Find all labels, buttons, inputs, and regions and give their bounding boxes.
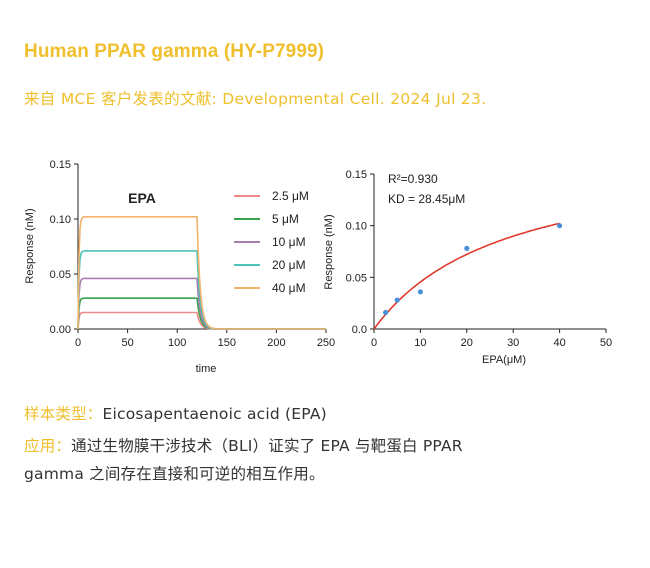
legend-label: 40 μM bbox=[272, 281, 306, 295]
data-point bbox=[394, 297, 400, 303]
x-tick-label: 10 bbox=[414, 337, 426, 349]
y-tick-label: 0.15 bbox=[50, 159, 71, 171]
r-squared-annotation: R²=0.930 bbox=[388, 172, 438, 186]
sensorgram-legend: 2.5 μM 5 μM 10 μM 20 μM 40 μM bbox=[234, 189, 309, 295]
legend-label: 10 μM bbox=[272, 235, 306, 249]
legend-label: 2.5 μM bbox=[272, 189, 309, 203]
y-tick-label: 0.15 bbox=[346, 169, 367, 181]
x-tick-label: 20 bbox=[461, 337, 473, 349]
x-tick-label: 40 bbox=[553, 337, 565, 349]
y-tick-label: 0.05 bbox=[50, 269, 71, 281]
sensorgram-axes: 0 50 100 150 200 250 0.00 0.05 0.10 0.15 bbox=[50, 159, 336, 349]
x-tick-label: 100 bbox=[168, 337, 186, 349]
x-tick-label: 250 bbox=[317, 337, 335, 349]
x-tick-label: 150 bbox=[218, 337, 236, 349]
sensorgram-y-label: Response (nM) bbox=[24, 208, 36, 283]
page-title: Human PPAR gamma (HY-P7999) bbox=[24, 41, 325, 62]
source-citation: 来自 MCE 客户发表的文献: Developmental Cell. 2024… bbox=[24, 90, 487, 108]
kd-annotation: KD = 28.45μM bbox=[388, 192, 465, 206]
legend-label: 5 μM bbox=[272, 212, 299, 226]
application-line: 应用：通过生物膜干涉技术（BLI）证实了 EPA 与靶蛋白 PPAR bbox=[24, 432, 463, 460]
application-line-2: gamma 之间存在直接和可逆的相互作用。 bbox=[24, 460, 325, 488]
data-point bbox=[417, 289, 423, 295]
steady-state-y-label: Response (nM) bbox=[323, 214, 335, 289]
series-line bbox=[77, 216, 326, 330]
sample-type-line: 样本类型：Eicosapentaenoic acid (EPA) bbox=[24, 400, 327, 428]
steady-state-chart: 0 10 20 30 40 50 0.0 0.05 0.10 0.15 R²=0.930 KD =… bbox=[323, 169, 613, 366]
application-text-1: 通过生物膜干涉技术（BLI）证实了 EPA 与靶蛋白 PPAR bbox=[71, 437, 463, 455]
x-tick-label: 200 bbox=[267, 337, 285, 349]
data-points bbox=[383, 223, 563, 316]
application-label: 应用： bbox=[24, 437, 72, 455]
x-tick-label: 0 bbox=[371, 337, 377, 349]
steady-state-x-label: EPA(μM) bbox=[482, 354, 526, 366]
y-tick-label: 0.05 bbox=[346, 272, 367, 284]
fit-curve bbox=[373, 222, 560, 330]
application-text-2: gamma 之间存在直接和可逆的相互作用。 bbox=[24, 465, 325, 483]
y-tick-label: 0.00 bbox=[50, 324, 71, 336]
x-tick-label: 50 bbox=[600, 337, 612, 349]
data-point bbox=[464, 245, 470, 251]
steady-state-axes: 0 10 20 30 40 50 0.0 0.05 0.10 0.15 bbox=[346, 169, 613, 349]
x-tick-label: 0 bbox=[75, 337, 81, 349]
sensorgram-title: EPA bbox=[128, 190, 156, 206]
sensorgram-curves bbox=[77, 216, 326, 330]
x-tick-label: 30 bbox=[507, 337, 519, 349]
x-tick-label: 50 bbox=[121, 337, 133, 349]
sensorgram-chart: 0 50 100 150 200 250 0.00 0.05 0.10 0.15 2.5 μM 5 … bbox=[24, 159, 335, 375]
sample-type-value: Eicosapentaenoic acid (EPA) bbox=[102, 405, 327, 423]
y-tick-label: 0.10 bbox=[50, 214, 71, 226]
y-tick-label: 0.0 bbox=[352, 324, 367, 336]
sample-type-label: 样本类型： bbox=[24, 405, 103, 423]
y-tick-label: 0.10 bbox=[346, 221, 367, 233]
legend-label: 20 μM bbox=[272, 258, 306, 272]
sensorgram-x-label: time bbox=[196, 363, 217, 375]
data-point bbox=[557, 223, 563, 229]
data-point bbox=[383, 309, 389, 316]
